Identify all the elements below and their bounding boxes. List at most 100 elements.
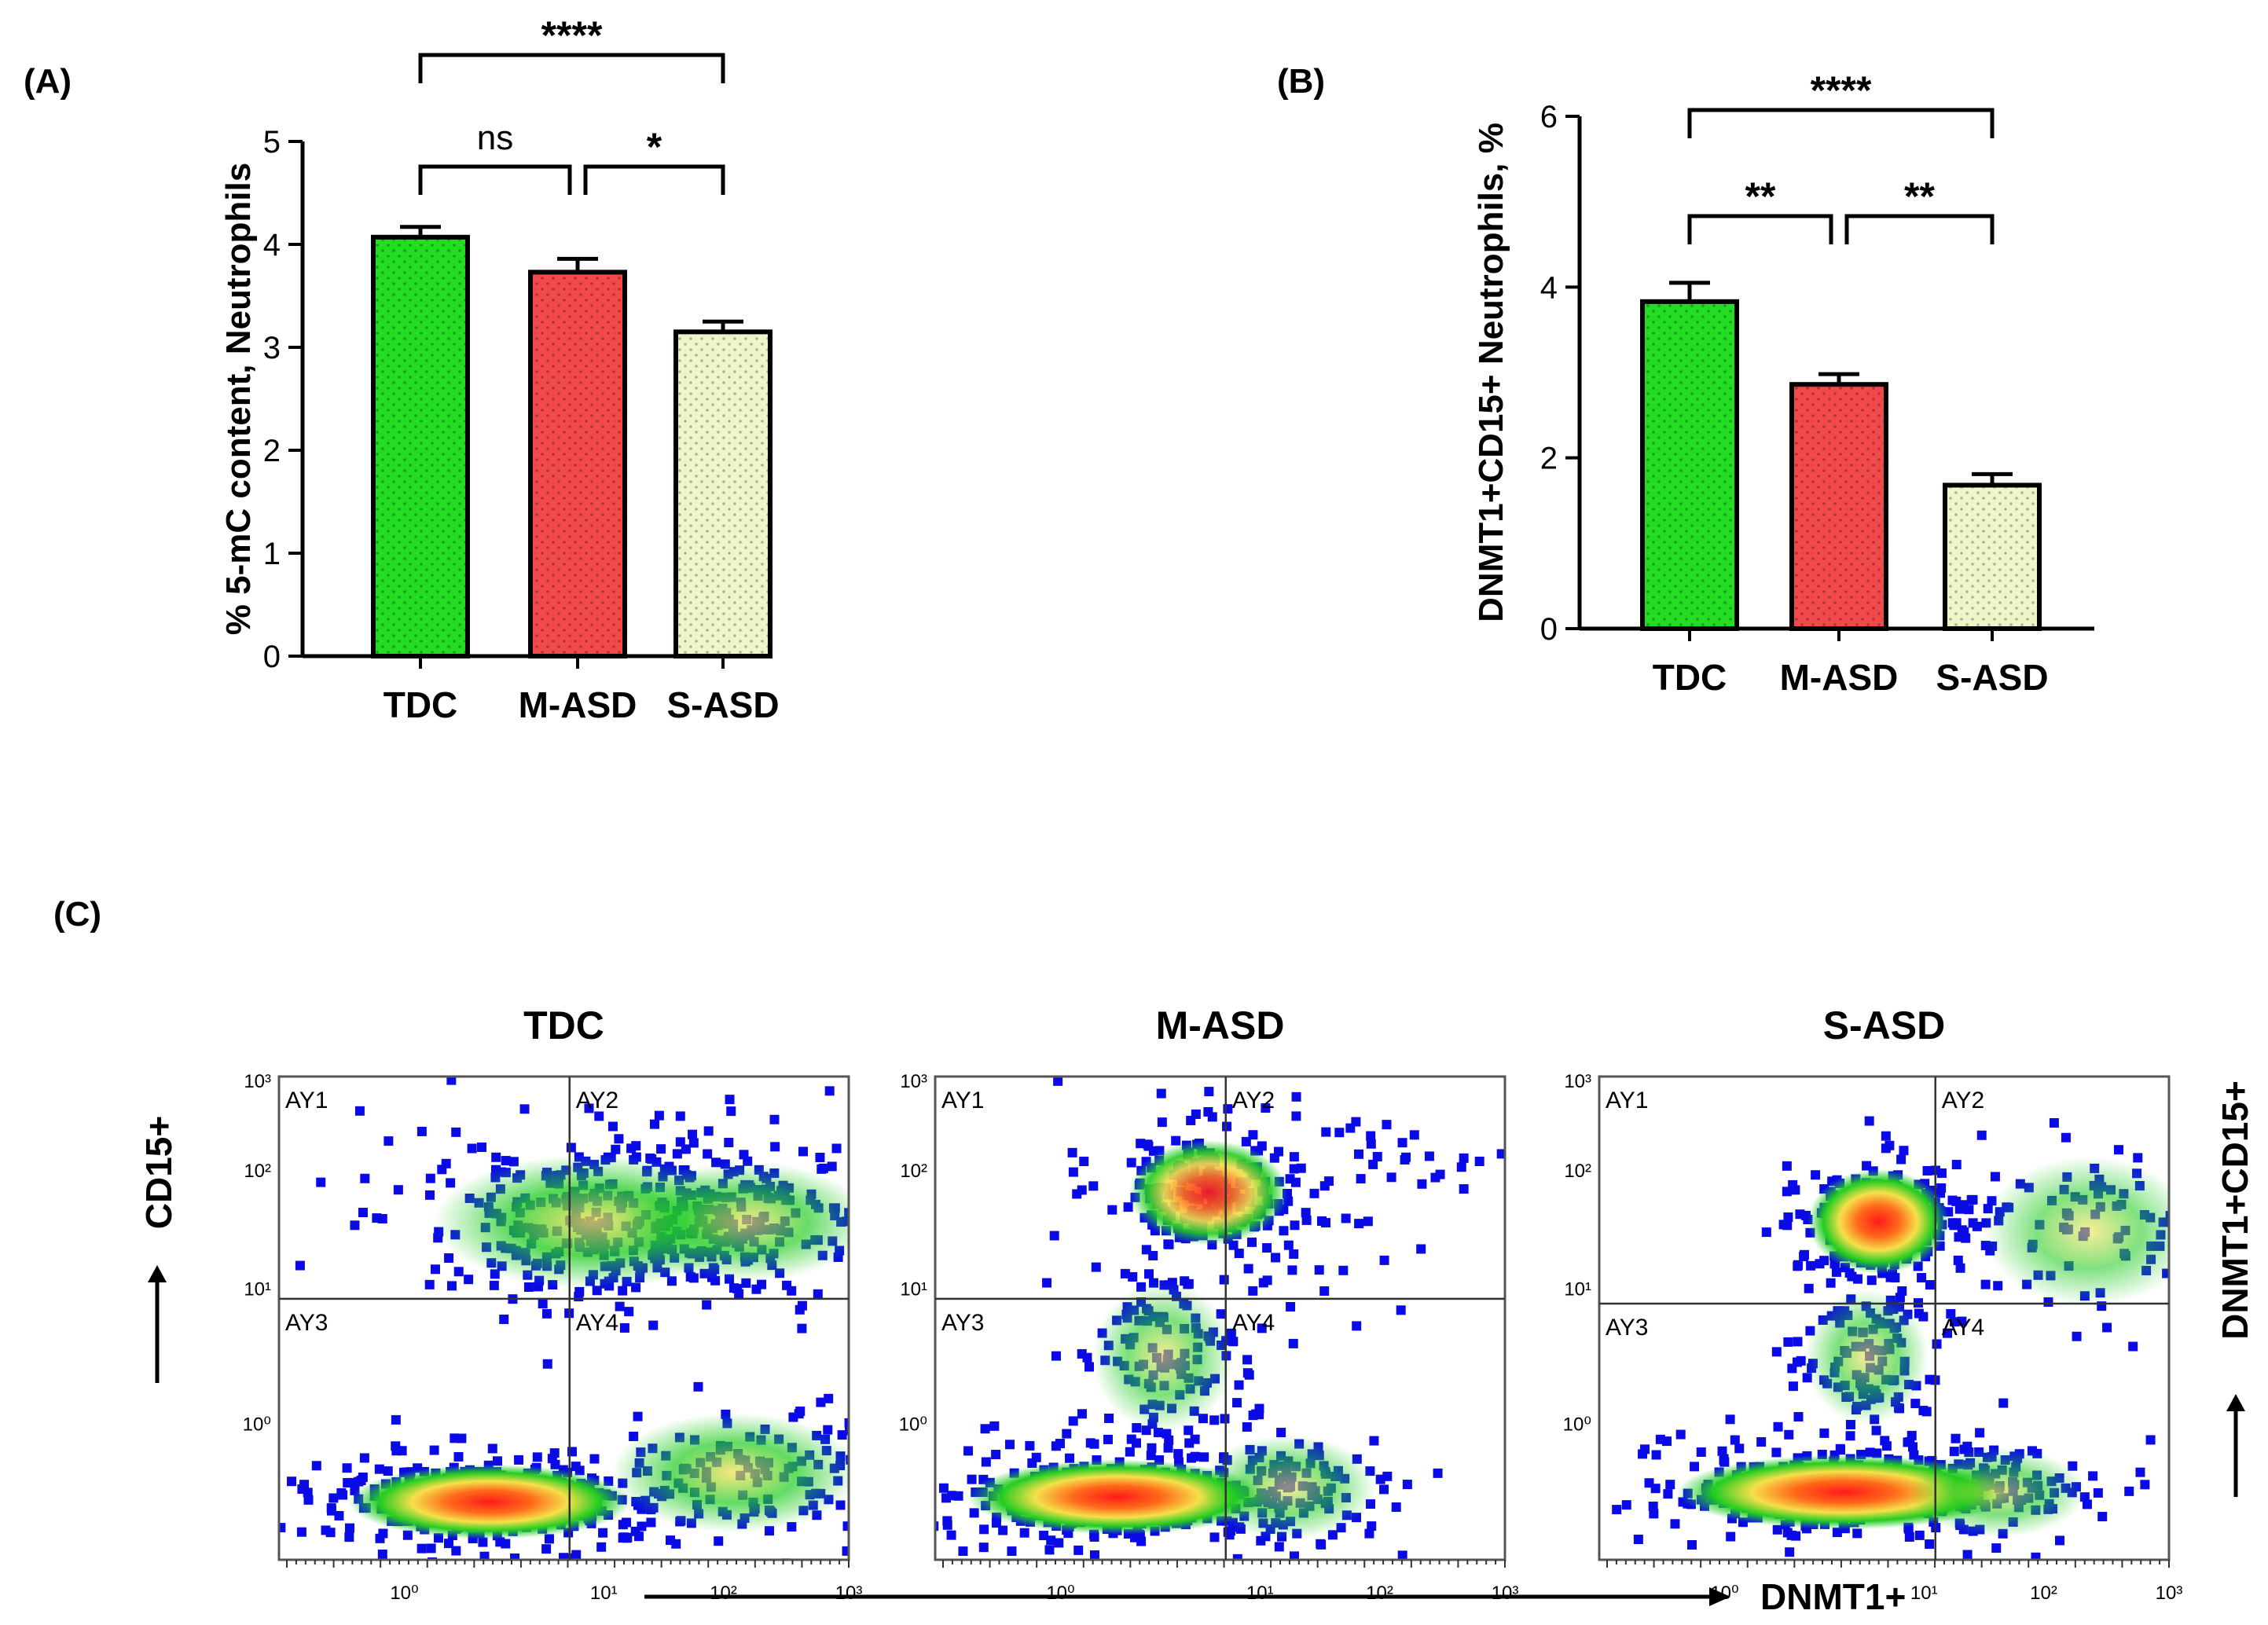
- data-point: [1314, 1265, 1324, 1275]
- data-point: [1577, 1524, 1587, 1534]
- data-point: [1835, 1443, 1845, 1454]
- data-point: [1686, 1539, 1697, 1550]
- data-point: [1276, 1428, 1286, 1438]
- data-point: [1806, 1260, 1816, 1271]
- data-point: [633, 1411, 643, 1421]
- data-point: [1364, 1528, 1374, 1539]
- scatter-points: [918, 1058, 1505, 1560]
- data-point: [1068, 1416, 1078, 1426]
- density-region: [967, 1459, 1268, 1535]
- data-point: [1232, 1553, 1242, 1560]
- data-point: [871, 1249, 880, 1259]
- data-point: [1826, 1278, 1836, 1288]
- data-point: [2181, 1241, 2190, 1250]
- data-point: [1793, 1337, 1803, 1347]
- data-point: [402, 1530, 413, 1540]
- data-point: [1068, 1167, 1078, 1177]
- data-point: [1459, 1153, 1469, 1163]
- data-point: [1397, 1550, 1407, 1560]
- data-point: [881, 1201, 890, 1210]
- data-point: [316, 1177, 326, 1187]
- data-point: [1990, 1172, 2000, 1182]
- data-point: [1932, 1339, 1942, 1349]
- data-point: [888, 1200, 897, 1209]
- data-point: [797, 1323, 807, 1333]
- data-point: [1146, 1451, 1156, 1461]
- scatter-title: M-ASD: [1156, 1003, 1285, 1047]
- x-tick-label: M-ASD: [519, 684, 637, 725]
- y-tick-label: 10⁰: [899, 1414, 927, 1436]
- data-point: [1782, 1220, 1793, 1231]
- data-point: [2031, 1552, 2041, 1560]
- data-point: [589, 1454, 600, 1464]
- data-point: [1131, 1438, 1141, 1448]
- data-point: [870, 1256, 879, 1266]
- data-point: [1925, 1280, 1935, 1290]
- data-point: [167, 1525, 177, 1535]
- data-point: [1788, 1381, 1798, 1392]
- data-point: [1772, 1524, 1782, 1535]
- data-point: [1319, 1286, 1330, 1296]
- data-point: [1847, 1271, 1857, 1282]
- data-point: [1773, 1421, 1783, 1432]
- data-point: [1379, 1255, 1389, 1265]
- data-point: [354, 1106, 365, 1116]
- data-point: [942, 1520, 952, 1530]
- data-point: [946, 1530, 956, 1540]
- data-point: [1957, 1316, 1967, 1326]
- data-point: [334, 1510, 344, 1520]
- data-point: [848, 1396, 849, 1407]
- data-point: [958, 1546, 968, 1557]
- data-point: [1914, 1530, 1925, 1540]
- y-tick-label: 2: [263, 434, 281, 468]
- data-point: [1242, 1421, 1252, 1432]
- data-point: [1896, 1154, 1907, 1165]
- data-point: [1334, 1128, 1345, 1138]
- data-point: [1819, 1256, 1829, 1266]
- y-tick-label: 1: [263, 537, 281, 571]
- data-point: [429, 1445, 439, 1455]
- data-point: [1962, 1550, 1973, 1560]
- data-point: [501, 1156, 511, 1166]
- quadrant-label-ay1: AY1: [285, 1088, 328, 1113]
- data-point: [1308, 1058, 1318, 1067]
- data-point: [630, 1526, 640, 1536]
- data-point: [2190, 1193, 2200, 1202]
- data-point: [1234, 1380, 1244, 1390]
- data-point: [1459, 1184, 1469, 1194]
- data-point: [1589, 1497, 1598, 1506]
- scatter-points: [167, 1077, 897, 1560]
- data-point: [611, 1144, 621, 1154]
- data-point: [532, 1452, 542, 1462]
- data-point: [1640, 1444, 1650, 1454]
- data-point: [1321, 1218, 1331, 1228]
- data-point: [725, 1095, 735, 1105]
- data-point: [479, 1551, 490, 1560]
- scatter-plot-m-asd: M-ASD AY1 AY2 AY3 AY4 10⁰ 10¹ 10² 10³ 10⁰ 10¹ 10² 10…: [899, 1003, 1519, 1604]
- data-point: [816, 1397, 826, 1407]
- data-point: [1925, 1539, 1935, 1550]
- data-point: [1734, 1443, 1745, 1454]
- data-point: [919, 1463, 929, 1473]
- data-point: [1088, 1181, 1099, 1191]
- data-point: [1730, 1435, 1740, 1445]
- data-point: [491, 1152, 501, 1162]
- data-point: [1474, 1157, 1484, 1167]
- data-point: [487, 1443, 497, 1454]
- y-tick-label: 3: [263, 331, 281, 365]
- data-point: [918, 1523, 927, 1532]
- data-point: [1651, 1450, 1661, 1460]
- significance-bracket: [1687, 214, 1833, 244]
- data-point: [857, 1103, 867, 1113]
- data-point: [1372, 1152, 1382, 1162]
- data-point: [566, 1143, 576, 1153]
- bar-pattern: [1794, 387, 1884, 626]
- data-point: [1354, 1219, 1364, 1229]
- data-point: [1046, 1535, 1056, 1546]
- data-point: [1283, 1240, 1294, 1250]
- x-tick-label: TDC: [1653, 657, 1727, 698]
- data-point: [397, 1446, 407, 1456]
- data-point: [654, 1110, 664, 1121]
- data-point: [451, 1127, 461, 1137]
- data-point: [953, 1491, 963, 1501]
